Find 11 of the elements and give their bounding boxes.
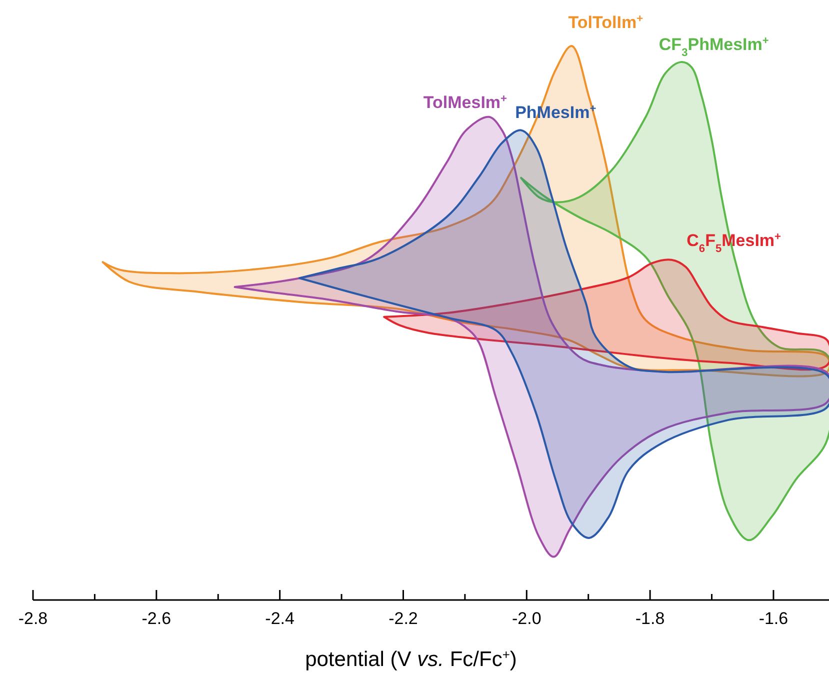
series-label: TolMesIm$^{+}$ [423,92,508,112]
x-tick-label: -2.0 [512,609,542,628]
x-tick-label: -2.6 [142,609,172,628]
x-tick-label: -1.8 [635,609,665,628]
x-tick-label: -2.8 [18,609,48,628]
x-tick-label: -1.6 [758,609,788,628]
series-label: TolTolIm$^{+}$ [568,13,644,32]
series-label: CF$_{3}$PhMesIm$^{+}$ [658,35,769,60]
x-tick-label: -2.4 [265,609,294,628]
x-tick-label: -2.2 [388,609,418,628]
x-axis-title: potential (V vs. Fc/Fc$^{+}$) [305,646,517,671]
